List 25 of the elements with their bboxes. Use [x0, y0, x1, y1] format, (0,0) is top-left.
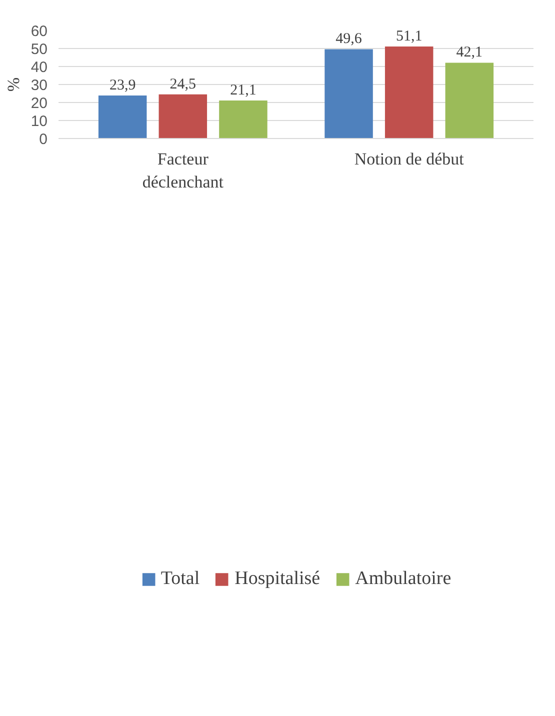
y-tick-label: 60	[30, 23, 48, 40]
x-tick-label: Facteur déclenchant	[142, 150, 224, 192]
data-label: 42,1	[456, 44, 483, 61]
x-tick-label: Notion de début	[354, 150, 464, 168]
y-tick-label: 40	[30, 59, 48, 76]
y-tick-label: 10	[30, 113, 48, 130]
data-label: 21,1	[230, 82, 256, 99]
data-label: 23,9	[109, 77, 136, 94]
bar	[445, 62, 494, 138]
y-tick-label: 50	[30, 41, 48, 58]
bar	[98, 95, 147, 138]
y-axis-title: %	[4, 77, 23, 92]
y-tick-label: 30	[30, 77, 48, 94]
data-label: 24,5	[170, 76, 196, 92]
y-tick-label: 20	[30, 95, 48, 112]
legend-label: Hospitalisé	[234, 568, 320, 590]
data-label: 51,1	[396, 28, 422, 45]
bar	[384, 46, 434, 138]
legend-label: Ambulatoire	[355, 568, 452, 590]
bar	[158, 94, 208, 138]
legend-label: Total	[160, 568, 200, 590]
y-tick-label: 0	[39, 131, 48, 148]
bar	[324, 49, 373, 138]
data-label: 49,6	[336, 31, 362, 48]
bar	[219, 100, 268, 138]
